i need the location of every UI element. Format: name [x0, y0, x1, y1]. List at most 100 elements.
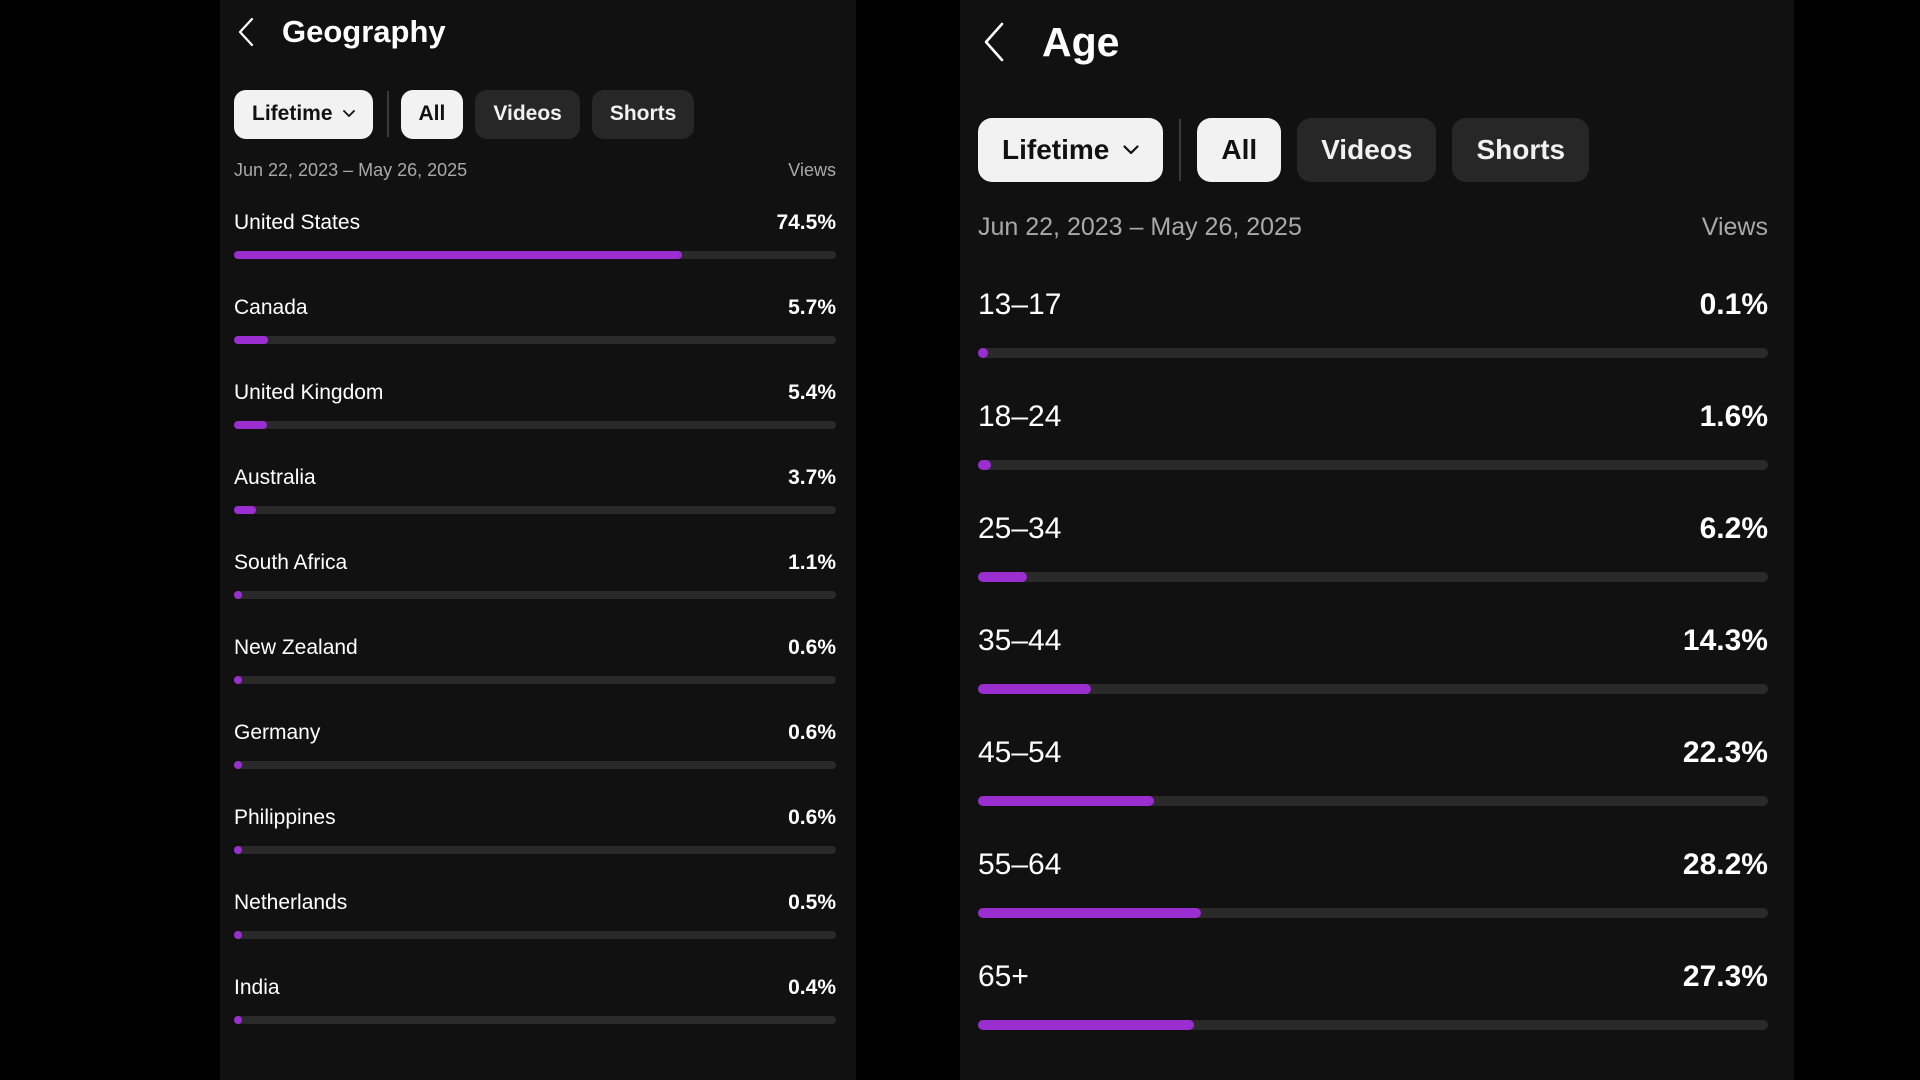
- row-value: 1.6%: [1699, 400, 1768, 433]
- progress-track: [234, 506, 836, 514]
- geography-header: Geography: [234, 0, 836, 64]
- row-value: 0.6%: [788, 721, 836, 744]
- progress-track: [234, 931, 836, 939]
- chevron-down-icon: [1123, 145, 1139, 155]
- row-line: 35–44 14.3%: [978, 624, 1768, 658]
- row-label: 45–54: [978, 736, 1062, 769]
- progress-track: [234, 251, 836, 259]
- chevron-left-icon: [984, 22, 1004, 62]
- chip-all[interactable]: All: [1197, 118, 1282, 182]
- row-label: United Kingdom: [234, 381, 384, 404]
- geography-list: United States 74.5% Canada 5.7% United Kingd…: [234, 211, 836, 1061]
- row-value: 0.6%: [788, 806, 836, 829]
- progress-fill: [234, 591, 242, 599]
- row-line: Netherlands 0.5%: [234, 891, 836, 915]
- progress-track: [234, 1016, 836, 1024]
- progress-fill: [978, 908, 1201, 918]
- list-item: New Zealand 0.6%: [234, 636, 836, 721]
- row-line: 45–54 22.3%: [978, 736, 1768, 770]
- progress-fill: [978, 1020, 1194, 1030]
- row-line: 65+ 27.3%: [978, 960, 1768, 994]
- progress-track: [234, 421, 836, 429]
- progress-fill: [234, 676, 242, 684]
- list-item: 35–44 14.3%: [978, 624, 1768, 736]
- row-value: 28.2%: [1682, 848, 1768, 881]
- row-label: 35–44: [978, 624, 1062, 657]
- progress-track: [978, 572, 1768, 582]
- row-line: Canada 5.7%: [234, 296, 836, 320]
- metric-label: Views: [788, 160, 836, 180]
- page-title: Geography: [282, 14, 446, 49]
- filter-divider: [1179, 119, 1182, 181]
- progress-track: [234, 676, 836, 684]
- row-value: 5.4%: [788, 381, 836, 404]
- row-value: 1.1%: [788, 551, 836, 574]
- list-item: Netherlands 0.5%: [234, 891, 836, 976]
- row-label: Germany: [234, 721, 321, 744]
- row-value: 3.7%: [788, 466, 836, 489]
- geography-panel: Geography Lifetime All Videos Shorts Jun…: [220, 0, 856, 1080]
- row-value: 0.1%: [1699, 288, 1768, 321]
- filter-bar: Lifetime All Videos Shorts: [978, 118, 1768, 182]
- list-item: South Africa 1.1%: [234, 551, 836, 636]
- progress-fill: [234, 1016, 242, 1024]
- progress-track: [234, 846, 836, 854]
- chevron-left-icon: [238, 17, 254, 47]
- filter-bar: Lifetime All Videos Shorts: [234, 89, 836, 139]
- progress-fill: [978, 684, 1091, 694]
- list-item: Philippines 0.6%: [234, 806, 836, 891]
- chip-videos[interactable]: Videos: [1297, 118, 1437, 182]
- row-label: South Africa: [234, 551, 348, 574]
- row-value: 5.7%: [788, 296, 836, 319]
- age-list: 13–17 0.1% 18–24 1.6% 25–34 6.2% 35–44 14.3% 45–…: [978, 288, 1768, 1072]
- back-button[interactable]: [234, 15, 258, 49]
- age-header: Age: [978, 0, 1768, 84]
- meta-row: Jun 22, 2023 – May 26, 2025 Views: [234, 157, 836, 183]
- period-dropdown[interactable]: Lifetime: [978, 118, 1164, 182]
- period-dropdown-label: Lifetime: [1002, 134, 1110, 165]
- row-value: 22.3%: [1682, 736, 1768, 769]
- progress-fill: [234, 846, 242, 854]
- row-line: 13–17 0.1%: [978, 288, 1768, 322]
- chevron-down-icon: [342, 110, 355, 117]
- progress-fill: [234, 931, 242, 939]
- list-item: Australia 3.7%: [234, 466, 836, 551]
- row-line: United States 74.5%: [234, 211, 836, 235]
- row-line: New Zealand 0.6%: [234, 636, 836, 660]
- date-range: Jun 22, 2023 – May 26, 2025: [978, 213, 1302, 241]
- row-line: 18–24 1.6%: [978, 400, 1768, 434]
- progress-track: [978, 908, 1768, 918]
- progress-track: [978, 460, 1768, 470]
- row-label: 13–17: [978, 288, 1062, 321]
- row-label: United States: [234, 211, 361, 234]
- period-dropdown[interactable]: Lifetime: [234, 89, 373, 139]
- progress-track: [978, 1020, 1768, 1030]
- date-range: Jun 22, 2023 – May 26, 2025: [234, 160, 468, 180]
- row-line: Germany 0.6%: [234, 721, 836, 745]
- row-line: South Africa 1.1%: [234, 551, 836, 575]
- list-item: United States 74.5%: [234, 211, 836, 296]
- metric-label: Views: [1701, 213, 1768, 241]
- chip-all[interactable]: All: [400, 89, 464, 139]
- progress-fill: [978, 796, 1155, 806]
- list-item: India 0.4%: [234, 976, 836, 1061]
- row-label: 65+: [978, 960, 1029, 993]
- row-value: 74.5%: [776, 211, 836, 234]
- list-item: 55–64 28.2%: [978, 848, 1768, 960]
- chip-shorts[interactable]: Shorts: [591, 89, 695, 139]
- progress-track: [978, 796, 1768, 806]
- progress-fill: [234, 251, 683, 259]
- row-value: 14.3%: [1682, 624, 1768, 657]
- row-line: India 0.4%: [234, 976, 836, 1000]
- progress-track: [234, 761, 836, 769]
- row-label: Philippines: [234, 806, 336, 829]
- chip-shorts[interactable]: Shorts: [1452, 118, 1590, 182]
- back-button[interactable]: [978, 19, 1010, 65]
- row-line: United Kingdom 5.4%: [234, 381, 836, 405]
- progress-track: [978, 348, 1768, 358]
- progress-fill: [978, 348, 988, 358]
- row-label: 25–34: [978, 512, 1062, 545]
- row-label: Netherlands: [234, 891, 348, 914]
- row-label: 55–64: [978, 848, 1062, 881]
- chip-videos[interactable]: Videos: [475, 89, 580, 139]
